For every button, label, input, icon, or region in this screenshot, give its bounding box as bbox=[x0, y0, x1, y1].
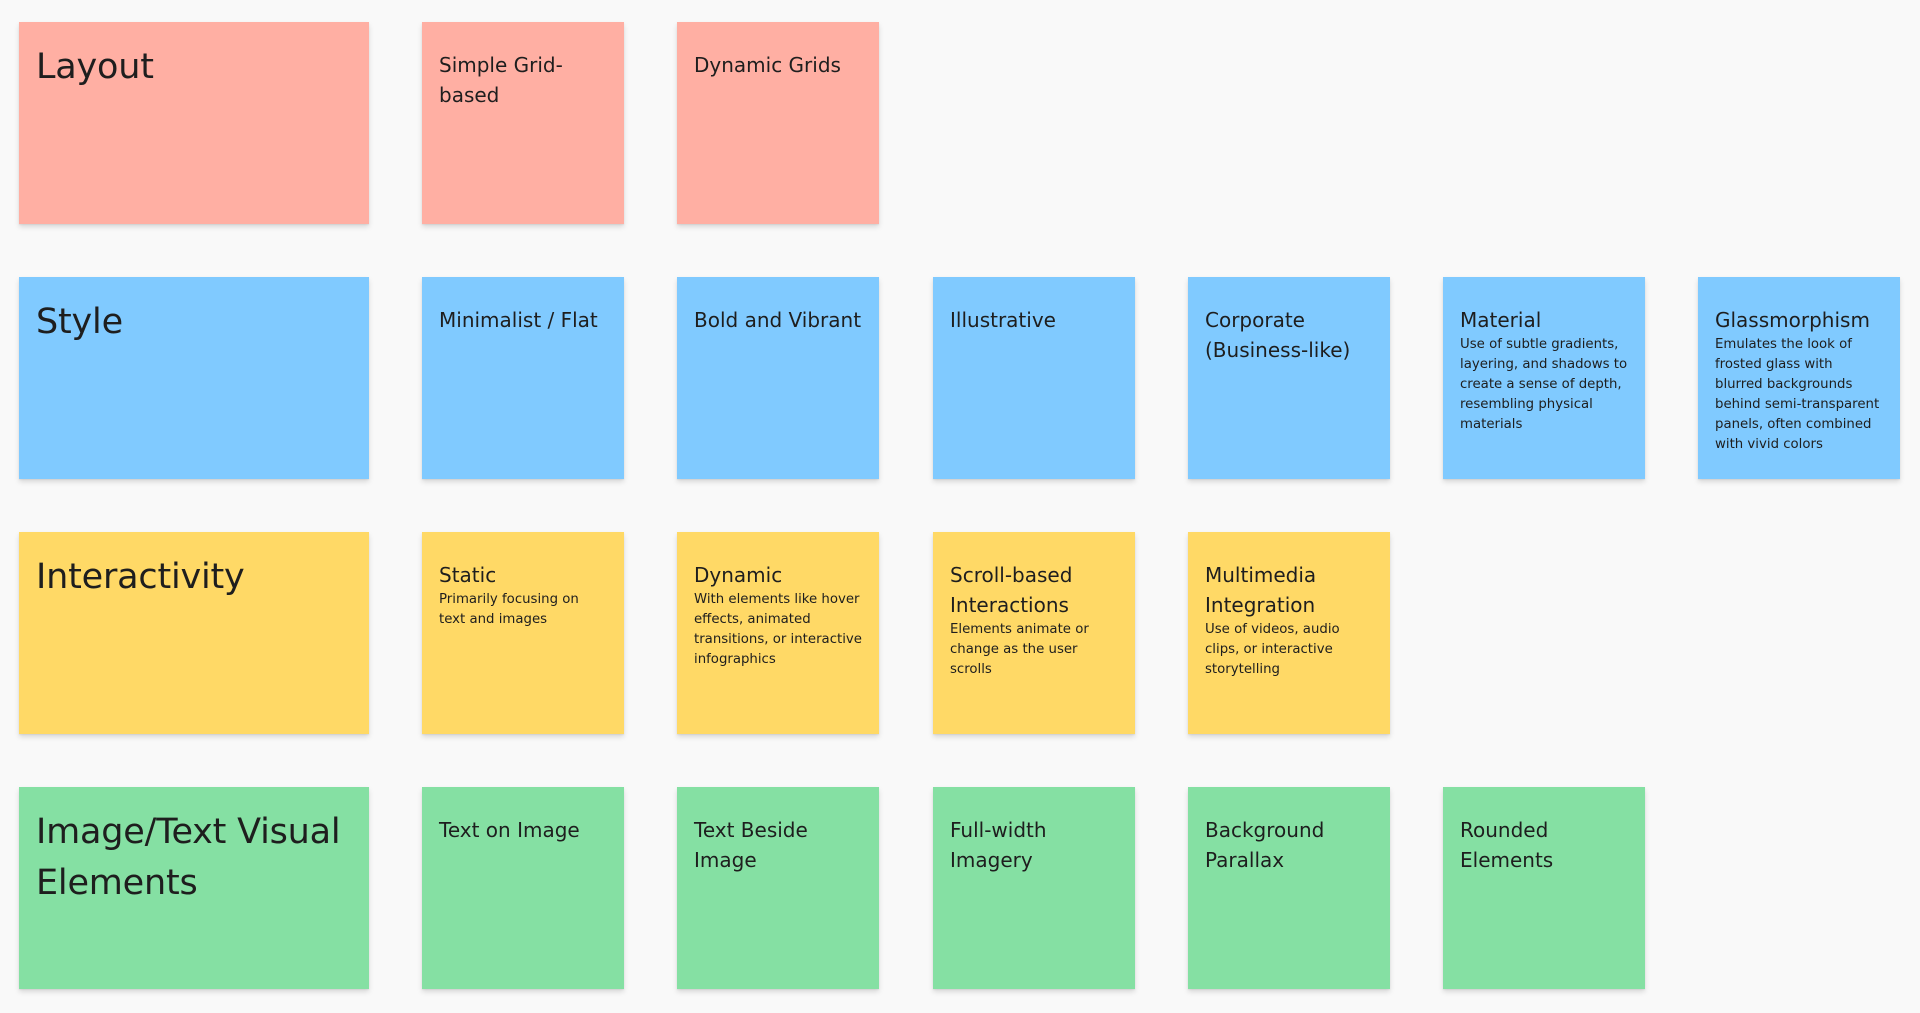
sticky-note-title: Text on Image bbox=[439, 818, 580, 842]
sticky-note-title: Glassmorphism bbox=[1715, 308, 1870, 332]
sticky-note-title: Dynamic bbox=[694, 563, 783, 587]
sticky-note-description: Use of subtle gradients, layering, and s… bbox=[1460, 337, 1628, 432]
sticky-note-rounded-elements[interactable]: Rounded Elements bbox=[1443, 787, 1645, 989]
sticky-note-title: Dynamic Grids bbox=[694, 53, 841, 77]
sticky-note-background-parallax[interactable]: Background Parallax bbox=[1188, 787, 1390, 989]
sticky-note-static[interactable]: Static Primarily focusing on text and im… bbox=[422, 532, 624, 734]
sticky-note-interactivity-header[interactable]: Interactivity bbox=[19, 532, 369, 734]
sticky-note-title: Image/Text Visual Elements bbox=[36, 812, 341, 903]
sticky-note-description: Elements animate or change as the user s… bbox=[950, 622, 1089, 677]
sticky-note-simple-grid-based[interactable]: Simple Grid-based bbox=[422, 22, 624, 224]
sticky-note-image-text-header[interactable]: Image/Text Visual Elements bbox=[19, 787, 369, 989]
sticky-note-text-beside-image[interactable]: Text Beside Image bbox=[677, 787, 879, 989]
sticky-note-title: Material bbox=[1460, 308, 1542, 332]
sticky-note-dynamic-grids[interactable]: Dynamic Grids bbox=[677, 22, 879, 224]
sticky-note-description: With elements like hover effects, animat… bbox=[694, 592, 862, 667]
sticky-note-scroll-based-interactions[interactable]: Scroll-based Interactions Elements anima… bbox=[933, 532, 1135, 734]
sticky-note-title: Bold and Vibrant bbox=[694, 308, 862, 332]
sticky-note-title: Text Beside Image bbox=[694, 818, 808, 872]
sticky-note-material[interactable]: Material Use of subtle gradients, layeri… bbox=[1443, 277, 1645, 479]
sticky-note-corporate[interactable]: Corporate (Business-like) bbox=[1188, 277, 1390, 479]
sticky-note-description: Primarily focusing on text and images bbox=[439, 592, 579, 627]
sticky-note-title: Scroll-based Interactions bbox=[950, 563, 1073, 617]
row-style: Style Minimalist / Flat Bold and Vibrant… bbox=[0, 277, 1920, 479]
sticky-note-layout-header[interactable]: Layout bbox=[19, 22, 369, 224]
sticky-note-minimalist-flat[interactable]: Minimalist / Flat bbox=[422, 277, 624, 479]
sticky-note-title: Layout bbox=[36, 47, 154, 87]
sticky-note-title: Multimedia Integration bbox=[1205, 563, 1317, 617]
sticky-note-glassmorphism[interactable]: Glassmorphism Emulates the look of frost… bbox=[1698, 277, 1900, 479]
sticky-note-title: Style bbox=[36, 302, 123, 342]
sticky-note-title: Illustrative bbox=[950, 308, 1056, 332]
sticky-note-bold-and-vibrant[interactable]: Bold and Vibrant bbox=[677, 277, 879, 479]
sticky-note-title: Static bbox=[439, 563, 497, 587]
row-image-text-visual-elements: Image/Text Visual Elements Text on Image… bbox=[0, 787, 1920, 989]
sticky-note-dynamic[interactable]: Dynamic With elements like hover effects… bbox=[677, 532, 879, 734]
sticky-note-description: Use of videos, audio clips, or interacti… bbox=[1205, 622, 1340, 677]
sticky-note-illustrative[interactable]: Illustrative bbox=[933, 277, 1135, 479]
sticky-note-title: Corporate (Business-like) bbox=[1205, 308, 1351, 362]
sticky-note-title: Rounded Elements bbox=[1460, 818, 1554, 872]
row-interactivity: Interactivity Static Primarily focusing … bbox=[0, 532, 1920, 734]
sticky-note-title: Full-width Imagery bbox=[950, 818, 1047, 872]
sticky-note-text-on-image[interactable]: Text on Image bbox=[422, 787, 624, 989]
sticky-note-title: Interactivity bbox=[36, 557, 245, 597]
sticky-note-multimedia-integration[interactable]: Multimedia Integration Use of videos, au… bbox=[1188, 532, 1390, 734]
sticky-note-description: Emulates the look of frosted glass with … bbox=[1715, 337, 1880, 452]
row-layout: Layout Simple Grid-based Dynamic Grids bbox=[0, 22, 1920, 224]
sticky-note-title: Minimalist / Flat bbox=[439, 308, 598, 332]
sticky-note-full-width-imagery[interactable]: Full-width Imagery bbox=[933, 787, 1135, 989]
sticky-note-style-header[interactable]: Style bbox=[19, 277, 369, 479]
sticky-note-title: Background Parallax bbox=[1205, 818, 1325, 872]
sticky-note-title: Simple Grid-based bbox=[439, 53, 563, 107]
